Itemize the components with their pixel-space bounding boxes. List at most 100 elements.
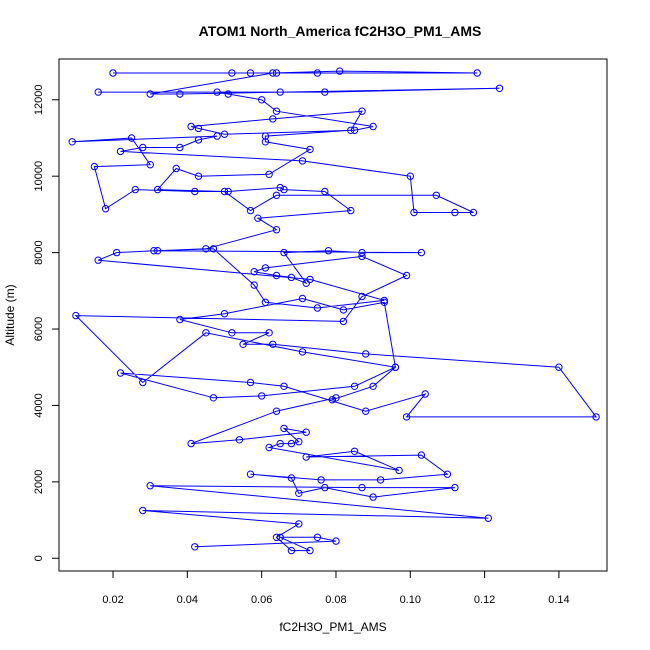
data-point	[350, 447, 359, 455]
data-point	[280, 382, 288, 390]
data-point	[298, 157, 307, 165]
data-point	[272, 191, 281, 200]
data-point	[265, 443, 273, 452]
data-point	[94, 256, 102, 264]
data-point	[369, 122, 377, 131]
data-point	[306, 546, 314, 555]
data-point	[592, 413, 600, 421]
data-point	[376, 476, 385, 484]
data-point	[246, 206, 255, 215]
data-point	[287, 439, 296, 448]
data-point	[94, 88, 102, 96]
data-point	[469, 208, 478, 217]
data-point	[406, 172, 414, 180]
data-point	[321, 483, 329, 492]
data-point	[287, 273, 296, 282]
data-point	[202, 329, 210, 337]
data-point	[150, 247, 158, 255]
data-point	[213, 132, 221, 140]
data-point	[417, 248, 426, 257]
y-tick-label: 2000	[33, 470, 45, 494]
data-point	[146, 482, 154, 490]
data-point	[258, 96, 266, 104]
data-point	[421, 390, 429, 398]
data-point	[261, 298, 270, 306]
data-point	[280, 248, 288, 257]
data-point	[72, 311, 80, 320]
data-point	[209, 394, 218, 402]
data-point	[176, 315, 184, 324]
data-point	[313, 533, 322, 541]
data-point	[246, 69, 255, 77]
data-point	[432, 191, 440, 200]
data-point	[402, 271, 411, 280]
data-point	[272, 226, 281, 234]
data-point	[269, 69, 277, 77]
y-tick-label: 0	[33, 555, 45, 561]
y-tick-label: 4000	[33, 393, 45, 417]
y-tick-label: 8000	[33, 240, 45, 264]
data-point	[272, 407, 281, 415]
data-point	[358, 292, 366, 301]
data-point	[187, 122, 195, 131]
series-points	[68, 67, 600, 555]
x-tick-label: 0.08	[325, 594, 346, 606]
x-axis: 0.02 0.04 0.06 0.08 0.10 0.12 0.14	[102, 570, 570, 606]
data-point	[250, 268, 258, 276]
x-tick-label: 0.14	[548, 594, 569, 606]
data-point	[287, 546, 296, 555]
data-point	[287, 474, 296, 482]
data-point	[187, 439, 195, 448]
data-point	[109, 69, 117, 77]
data-point	[209, 245, 218, 253]
data-point	[172, 164, 180, 173]
x-tick-label: 0.02	[102, 594, 123, 606]
data-point	[101, 205, 110, 213]
data-point	[369, 382, 377, 390]
data-point	[265, 170, 273, 179]
data-point	[451, 483, 459, 492]
data-point	[224, 187, 232, 196]
data-point	[298, 348, 307, 356]
data-point	[153, 247, 162, 255]
data-point	[324, 247, 333, 255]
data-point	[395, 466, 403, 475]
data-point	[350, 382, 359, 390]
data-point	[484, 514, 492, 522]
data-point	[555, 363, 563, 371]
data-point	[276, 533, 284, 541]
data-point	[302, 453, 310, 461]
x-tick-label: 0.12	[474, 594, 495, 606]
data-point	[272, 107, 281, 115]
data-point	[224, 90, 232, 98]
data-point	[362, 350, 370, 358]
data-point	[302, 279, 310, 287]
data-point	[339, 317, 348, 326]
data-point	[191, 543, 199, 551]
data-point	[347, 126, 355, 135]
data-point	[306, 275, 314, 284]
data-point	[298, 294, 307, 303]
data-point	[317, 476, 325, 484]
data-point	[306, 145, 314, 154]
data-point	[358, 107, 366, 115]
data-point	[302, 428, 310, 436]
data-point	[235, 436, 244, 444]
data-point	[113, 248, 121, 257]
y-axis: 0 2000 4000 6000 8000 10000 12000	[33, 84, 60, 561]
data-point	[239, 340, 247, 348]
data-point	[261, 132, 270, 140]
y-tick-label: 6000	[33, 317, 45, 341]
data-point	[202, 245, 210, 253]
data-point	[176, 90, 184, 98]
data-point	[402, 413, 411, 421]
data-point	[280, 185, 288, 194]
data-point	[295, 520, 303, 528]
data-point	[131, 185, 140, 194]
series-lines	[72, 70, 598, 552]
data-point	[280, 424, 288, 433]
x-tick-label: 0.10	[400, 594, 421, 606]
chart-title: ATOM1 North_America fC2H3O_PM1_AMS	[199, 23, 482, 39]
data-point	[261, 264, 270, 272]
data-point	[272, 69, 281, 77]
